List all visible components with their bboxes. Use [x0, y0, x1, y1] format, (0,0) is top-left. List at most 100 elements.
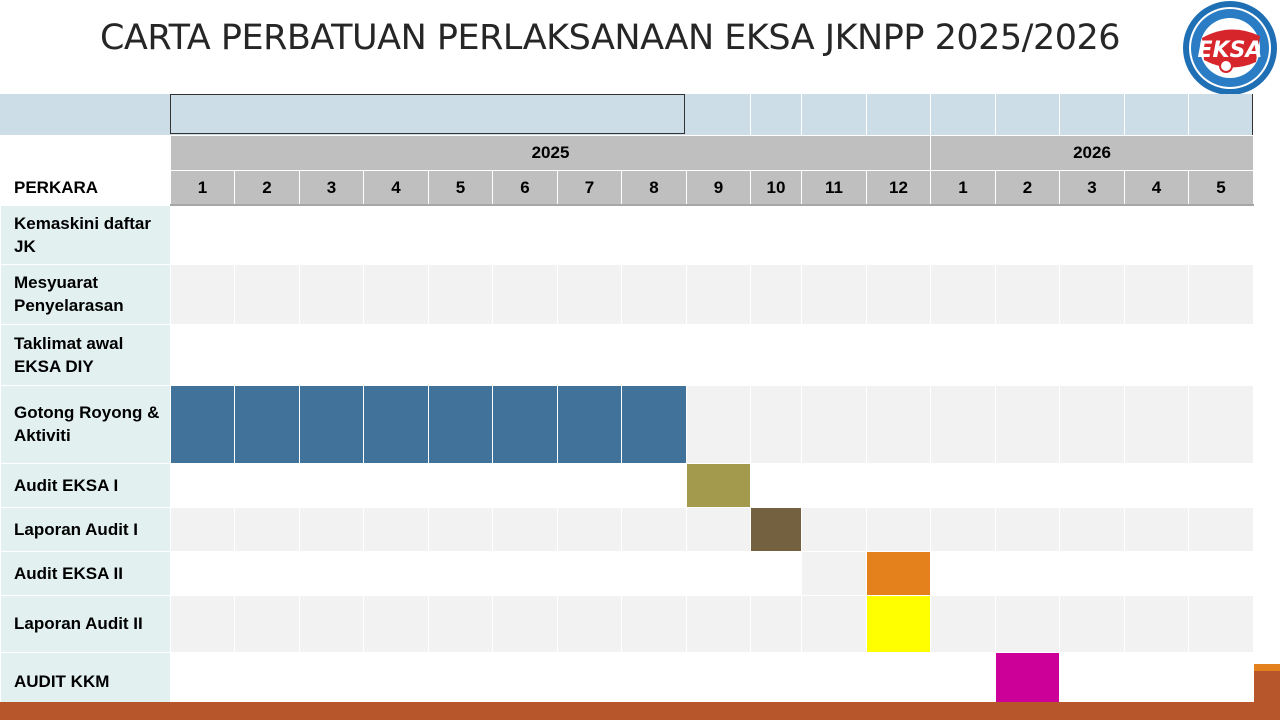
empty-cell	[801, 594, 867, 653]
empty-cell	[428, 651, 493, 711]
month-header-cell: 3	[299, 170, 364, 206]
empty-cell	[1188, 263, 1254, 325]
empty-cell	[557, 550, 622, 596]
empty-cell	[299, 462, 364, 508]
empty-cell	[686, 550, 751, 596]
empty-cell	[1059, 263, 1125, 325]
empty-cell	[428, 594, 493, 653]
empty-cell	[363, 263, 429, 325]
svg-text:EKSA: EKSA	[1198, 38, 1263, 63]
header-blank	[0, 135, 171, 171]
page-title: CARTA PERBATUAN PERLAKSANAAN EKSA JKNPP …	[99, 18, 1121, 58]
empty-cell	[995, 263, 1060, 325]
empty-cell	[170, 594, 235, 653]
empty-cell	[801, 550, 867, 596]
active-schedule-cell	[557, 384, 622, 464]
empty-cell	[801, 263, 867, 325]
empty-cell	[234, 594, 300, 653]
active-schedule-cell	[234, 384, 300, 464]
empty-cell	[1059, 204, 1125, 265]
month-header-cell: 5	[428, 170, 493, 206]
year-2026: 2026	[930, 135, 1254, 171]
empty-cell	[299, 651, 364, 711]
empty-cell	[995, 462, 1060, 508]
empty-cell	[686, 651, 751, 711]
empty-cell	[492, 204, 558, 265]
empty-cell	[1188, 462, 1254, 508]
empty-cell	[492, 323, 558, 386]
empty-cell	[1059, 323, 1125, 386]
empty-cell	[1124, 384, 1189, 464]
task-row: Mesyuarat Penyelarasan	[0, 263, 1254, 325]
empty-cell	[1188, 550, 1254, 596]
empty-cell	[363, 204, 429, 265]
empty-cell	[557, 323, 622, 386]
empty-cell	[363, 506, 429, 552]
empty-cell	[995, 506, 1060, 552]
empty-cell	[930, 323, 996, 386]
empty-cell	[363, 323, 429, 386]
empty-cell	[750, 651, 802, 711]
task-label: Taklimat awal EKSA DIY	[0, 323, 171, 386]
empty-cell	[866, 651, 931, 711]
empty-cell	[801, 204, 867, 265]
empty-cell	[363, 550, 429, 596]
active-schedule-cell	[363, 384, 429, 464]
empty-cell	[1059, 506, 1125, 552]
empty-cell	[621, 594, 687, 653]
empty-cell	[930, 462, 996, 508]
task-label: Laporan Audit I	[0, 506, 171, 552]
empty-cell	[995, 323, 1060, 386]
empty-cell	[866, 506, 931, 552]
empty-cell	[750, 462, 802, 508]
active-schedule-cell	[299, 384, 364, 464]
empty-cell	[1124, 204, 1189, 265]
month-header-cell: 1	[930, 170, 996, 206]
empty-cell	[621, 651, 687, 711]
empty-cell	[299, 594, 364, 653]
empty-cell	[621, 462, 687, 508]
month-header-cell: 11	[801, 170, 867, 206]
active-schedule-cell	[866, 550, 931, 596]
empty-cell	[930, 594, 996, 653]
empty-cell	[995, 204, 1060, 265]
empty-cell	[428, 323, 493, 386]
top-band-divider	[801, 94, 802, 135]
empty-cell	[363, 651, 429, 711]
empty-cell	[363, 594, 429, 653]
empty-cell	[170, 651, 235, 711]
year-2025: 2025	[170, 135, 931, 171]
empty-cell	[170, 204, 235, 265]
empty-cell	[930, 550, 996, 596]
empty-cell	[621, 506, 687, 552]
empty-cell	[801, 323, 867, 386]
empty-cell	[1124, 594, 1189, 653]
task-label: Mesyuarat Penyelarasan	[0, 263, 171, 325]
active-schedule-cell	[428, 384, 493, 464]
month-header-cell: 6	[492, 170, 558, 206]
empty-cell	[428, 550, 493, 596]
top-band-divider	[1188, 94, 1189, 135]
empty-cell	[621, 323, 687, 386]
empty-cell	[1124, 550, 1189, 596]
gantt-table: 2025 2026 PERKARA 1 2 3 4 5 6 7 8 9 10 11 12 1 2 3 4 5 K…	[0, 135, 1254, 711]
empty-cell	[866, 384, 931, 464]
perkara-header: PERKARA	[0, 170, 171, 206]
empty-cell	[866, 323, 931, 386]
empty-cell	[1124, 506, 1189, 552]
empty-cell	[1059, 550, 1125, 596]
empty-cell	[299, 204, 364, 265]
empty-cell	[930, 651, 996, 711]
empty-cell	[170, 550, 235, 596]
empty-cell	[1124, 263, 1189, 325]
active-schedule-cell	[750, 506, 802, 552]
empty-cell	[428, 506, 493, 552]
empty-cell	[492, 462, 558, 508]
empty-cell	[1188, 384, 1254, 464]
empty-cell	[866, 263, 931, 325]
empty-cell	[621, 550, 687, 596]
empty-cell	[170, 323, 235, 386]
empty-cell	[492, 506, 558, 552]
month-header-cell: 2	[995, 170, 1060, 206]
empty-cell	[621, 263, 687, 325]
